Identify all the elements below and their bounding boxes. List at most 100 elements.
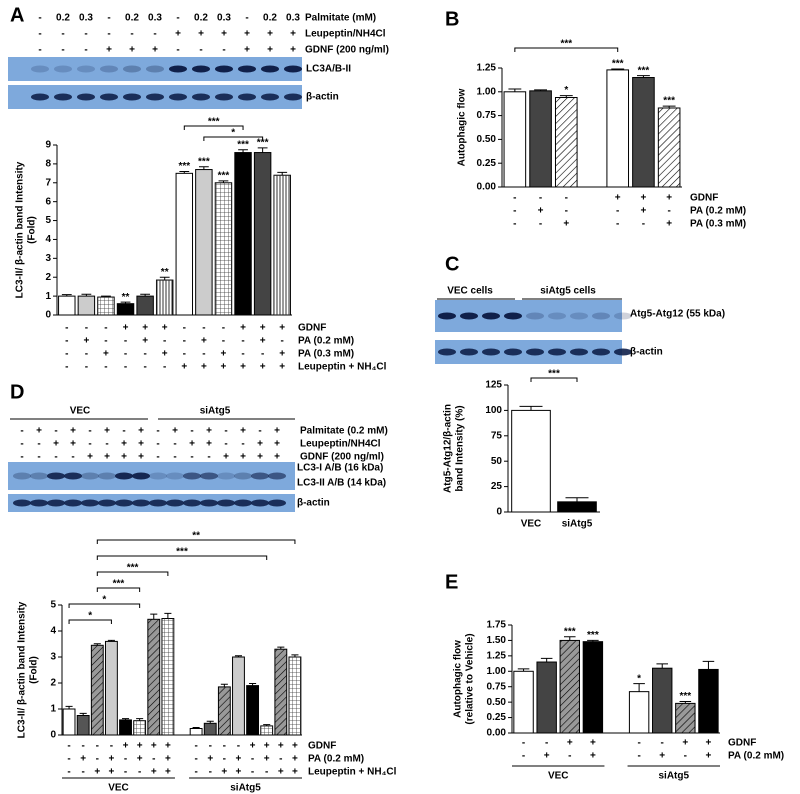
bar xyxy=(136,295,154,316)
y-tick-label: 2 xyxy=(45,272,51,283)
bar-pattern xyxy=(273,175,291,315)
bar xyxy=(513,670,534,734)
significance: *** xyxy=(198,156,210,167)
significance-bracket xyxy=(68,603,141,608)
condition-sign: + xyxy=(563,219,569,230)
blot-sign: + xyxy=(206,439,212,450)
condition-label: GDNF xyxy=(298,323,326,334)
blot-sign: + xyxy=(53,439,59,450)
bar-pattern xyxy=(156,280,173,315)
bar-pattern xyxy=(274,649,287,735)
blot-sign: + xyxy=(267,29,273,40)
blot-band xyxy=(592,312,610,320)
blot-band xyxy=(504,312,522,320)
bar-pattern xyxy=(215,182,232,315)
condition-sign: + xyxy=(137,754,143,765)
blot-sign: + xyxy=(267,45,273,56)
condition-sign: - xyxy=(104,362,107,373)
bar xyxy=(116,303,135,316)
y-tick-label: 1.25 xyxy=(477,63,497,74)
y-tick-label: 0.25 xyxy=(487,712,507,723)
blot-sign: + xyxy=(70,426,76,437)
y-tick-label: 75 xyxy=(491,430,503,441)
y-tick-label: 50 xyxy=(491,456,503,467)
condition-sign: - xyxy=(67,767,70,778)
condition-sign: + xyxy=(567,738,573,749)
error-bar xyxy=(206,720,214,724)
group-label: siAtg5 xyxy=(230,783,261,794)
condition-sign: + xyxy=(80,754,86,765)
blot-sign: - xyxy=(71,452,74,463)
condition-sign: - xyxy=(65,362,68,373)
significance: *** xyxy=(257,137,269,148)
blot-band xyxy=(149,499,167,507)
bar xyxy=(58,295,76,316)
blot-band xyxy=(132,472,150,480)
blot-band xyxy=(460,348,478,356)
significance: *** xyxy=(218,171,230,182)
condition-sign: + xyxy=(666,193,672,204)
blot-sign: - xyxy=(88,439,91,450)
condition-label: PA (0.3 mM) xyxy=(298,349,354,360)
blot-band xyxy=(100,65,118,73)
y-tick-label: 5 xyxy=(50,600,56,611)
y-tick-label: 1.75 xyxy=(487,620,507,631)
bar xyxy=(104,640,118,736)
condition-sign: - xyxy=(223,754,226,765)
condition-sign: - xyxy=(67,754,70,765)
condition-sign: - xyxy=(684,751,687,762)
blot-sign: - xyxy=(107,29,110,40)
blot-sign: - xyxy=(241,439,244,450)
y-axis-label: Autophagic flow xyxy=(457,88,468,166)
blot-band xyxy=(30,472,48,480)
blot-sign: - xyxy=(176,45,179,56)
condition-sign: - xyxy=(222,336,225,347)
significance: * xyxy=(637,673,641,684)
condition-sign: - xyxy=(261,349,264,360)
blot-band xyxy=(251,472,269,480)
blot-sign: - xyxy=(38,29,41,40)
y-axis-label: LC3-II/ β-actin band Intensity xyxy=(17,601,28,738)
bar-pattern xyxy=(91,645,104,735)
error-bar xyxy=(79,712,87,716)
band-label: LC3A/B-II xyxy=(306,64,351,75)
blot-sign: - xyxy=(20,426,23,437)
significance: ** xyxy=(192,531,200,542)
condition-sign: + xyxy=(137,741,143,752)
condition-sign: - xyxy=(124,336,127,347)
condition-label: PA (0.2 mM) xyxy=(298,336,354,347)
blot-sign: + xyxy=(274,439,280,450)
blot-sign: 0.2 xyxy=(194,13,208,24)
blot-band xyxy=(614,348,632,356)
blot-row-label: GDNF (200 ng/ml) xyxy=(305,45,389,56)
blot-band xyxy=(115,499,133,507)
blot-band xyxy=(100,93,118,101)
y-tick-label: 0 xyxy=(496,507,502,518)
blot-row-label: Leupeptin/NH4Cl xyxy=(305,29,386,40)
condition-sign: + xyxy=(123,323,129,334)
condition-sign: - xyxy=(265,767,268,778)
significance: *** xyxy=(178,161,190,172)
bar-pattern xyxy=(161,618,174,735)
blot-band xyxy=(47,499,65,507)
significance: *** xyxy=(176,547,188,558)
significance: *** xyxy=(564,626,576,637)
group-label: VEC xyxy=(108,783,129,794)
blot-band xyxy=(261,93,279,101)
blot-band xyxy=(13,472,31,480)
condition-sign: - xyxy=(65,336,68,347)
condition-sign: + xyxy=(292,754,298,765)
blot-sign: + xyxy=(244,29,250,40)
condition-sign: - xyxy=(539,219,542,230)
bar xyxy=(628,691,650,734)
error-bar xyxy=(679,701,692,704)
bar-pattern xyxy=(289,657,301,735)
blot-sign: - xyxy=(54,452,57,463)
blot-band xyxy=(284,65,302,73)
blot-band xyxy=(54,93,72,101)
bar xyxy=(195,169,213,316)
blot-sign: - xyxy=(20,439,23,450)
blot-sign: + xyxy=(189,439,195,450)
condition-sign: - xyxy=(513,193,516,204)
condition-sign: + xyxy=(123,741,129,752)
